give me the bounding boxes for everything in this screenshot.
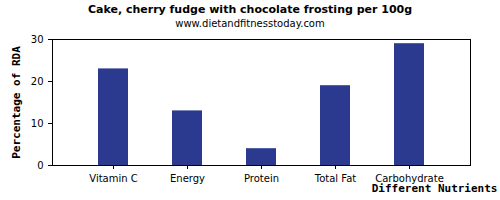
svg-text:Different Nutrients: Different Nutrients [372,182,498,195]
html-text:www.dietandfitnesstoday.com: www.dietandfitnesstoday.com [175,18,325,29]
svg-text:Total Fat: Total Fat [314,173,356,184]
svg-text:10: 10 [31,118,44,129]
svg-text:Protein: Protein [244,173,279,184]
svg-text:Carbohydrate: Carbohydrate [375,172,444,184]
svg-text:30: 30 [31,34,44,45]
svg-text:20: 20 [31,76,44,87]
svg-text:Vitamin C: Vitamin C [89,173,137,184]
svg-text:Energy: Energy [170,173,205,184]
svg-text:Percentage of RDA: Percentage of RDA [10,46,23,159]
html-text:Cake, cherry fudge with chocol: Cake, cherry fudge with chocolate frosti… [87,3,413,16]
svg-text:0: 0 [37,160,43,171]
